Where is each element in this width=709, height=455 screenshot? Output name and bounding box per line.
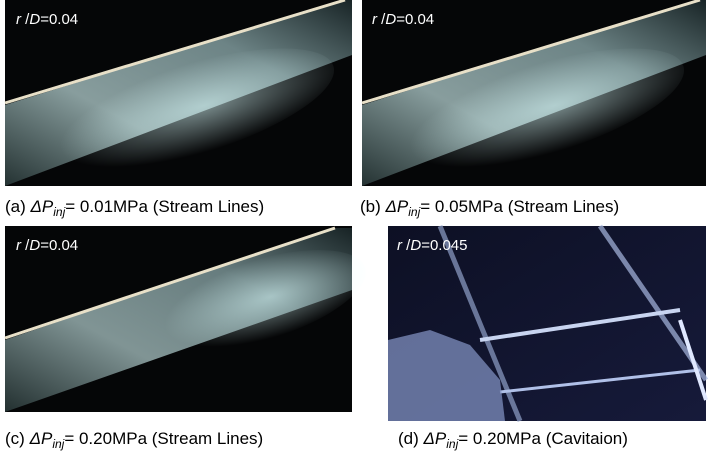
text-part: ΔP: [29, 429, 53, 448]
text-part: inj: [446, 437, 458, 451]
text-part: =0.045: [421, 237, 467, 254]
text-part: =0.04: [40, 11, 78, 28]
text-part: r: [372, 11, 378, 28]
text-part: D: [29, 11, 40, 28]
text-part: r: [16, 11, 22, 28]
text-part: (c): [5, 429, 25, 448]
caption: (c) ΔPinj= 0.20MPa (Stream Lines): [5, 429, 263, 451]
text-part: ΔP: [385, 197, 409, 216]
text-part: (d): [398, 429, 419, 448]
text-part: D: [385, 11, 396, 28]
caption: (d) ΔPinj= 0.20MPa (Cavitaion): [398, 429, 628, 451]
text-part: = 0.05MPa (Stream Lines): [420, 197, 619, 216]
overlay-text: r /D=0.04: [372, 11, 434, 28]
text-part: inj: [52, 437, 64, 451]
overlay-text: r /D=0.04: [16, 11, 78, 28]
photo: [362, 0, 706, 197]
text-part: inj: [53, 205, 65, 219]
photo: [5, 0, 352, 197]
text-part: =0.04: [396, 11, 434, 28]
text-part: r: [16, 237, 22, 254]
overlay-text: r /D=0.045: [397, 237, 467, 254]
text-part: ΔP: [30, 197, 54, 216]
page: r /D=0.04 (a) ΔPinj= 0.01MPa (Stream Lin…: [0, 0, 709, 455]
text-part: = 0.01MPa (Stream Lines): [65, 197, 264, 216]
figure: r /D=0.04 (a) ΔPinj= 0.01MPa (Stream Lin…: [0, 0, 709, 455]
text-part: = 0.20MPa (Cavitaion): [458, 429, 628, 448]
overlay-text: r /D=0.04: [16, 237, 78, 254]
photo: [388, 226, 706, 421]
text-part: = 0.20MPa (Stream Lines): [64, 429, 263, 448]
caption: (b) ΔPinj= 0.05MPa (Stream Lines): [360, 197, 619, 219]
text-part: D: [410, 237, 421, 254]
text-part: (a): [5, 197, 26, 216]
text-part: =0.04: [40, 237, 78, 254]
text-part: (b): [360, 197, 381, 216]
text-part: r: [397, 237, 403, 254]
text-part: inj: [408, 205, 420, 219]
caption: (a) ΔPinj= 0.01MPa (Stream Lines): [5, 197, 264, 219]
text-part: ΔP: [423, 429, 447, 448]
text-part: D: [29, 237, 40, 254]
